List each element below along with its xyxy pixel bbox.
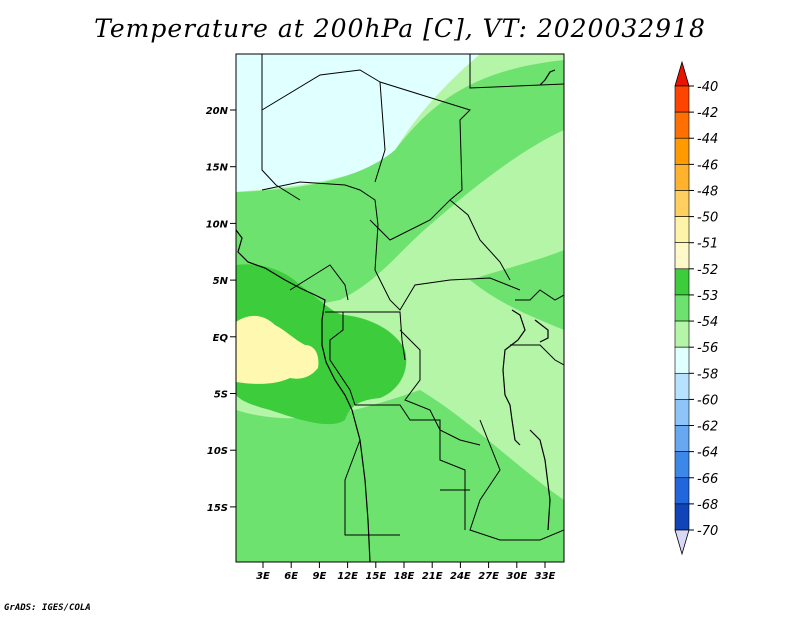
colorbar-label: -53 <box>697 289 718 304</box>
border-line <box>369 199 511 281</box>
field-band-minus52 <box>470 250 564 330</box>
field-band-minus52 <box>236 470 360 562</box>
coastline-lake-victoria <box>534 319 549 343</box>
lon-tick-label: 9E <box>313 571 327 582</box>
colorbar-segment <box>674 85 690 113</box>
border-line <box>344 439 400 536</box>
colorbar-label: -66 <box>697 472 718 487</box>
field-band-minus50 <box>236 315 319 384</box>
colorbar-segment <box>674 425 690 452</box>
colorbar-label: -60 <box>697 393 718 408</box>
colorbar-label: -68 <box>697 498 718 513</box>
colorbar-label: -58 <box>697 367 718 382</box>
colorbar: -40 -42 -44 -46 -48 -50 -51 -52 -53 -54 -56 -58 -60 -… <box>674 60 718 556</box>
grads-credit: GrADS: IGES/COLA <box>4 603 91 613</box>
border-line <box>289 264 349 301</box>
colorbar-label: -50 <box>697 211 718 226</box>
border-line <box>261 181 379 226</box>
colorbar-segment <box>674 477 690 505</box>
colorbar-bottom-arrow <box>674 529 690 556</box>
colorbar-label: -62 <box>697 420 718 435</box>
lon-tick-label: 15E <box>365 571 386 582</box>
border-line <box>379 81 471 201</box>
colorbar-label: -42 <box>697 106 718 121</box>
colorbar-label: -70 <box>697 524 718 539</box>
border-line <box>355 404 466 530</box>
colorbar-top-arrow <box>674 60 690 87</box>
lon-tick-label: 30E <box>506 571 527 582</box>
plot-frame <box>235 53 565 563</box>
border-line <box>510 344 564 366</box>
lat-tick-label: 10N <box>206 219 229 230</box>
field-band-minus51 <box>236 264 407 425</box>
colorbar-label: -48 <box>697 184 718 199</box>
lat-tick-label: EQ <box>213 333 229 344</box>
lon-tick-label: 21E <box>422 571 443 582</box>
lon-tick-label: 6E <box>284 571 298 582</box>
country-borders <box>261 54 564 541</box>
colorbar-segment <box>674 503 690 531</box>
lon-tick-label: 3E <box>256 571 270 582</box>
colorbar-label: -51 <box>697 237 718 252</box>
border-line <box>325 311 406 361</box>
border-line <box>329 312 356 406</box>
colorbar-segment <box>674 320 690 348</box>
colorbar-segment <box>674 164 690 191</box>
field-band-minus52 <box>236 60 564 320</box>
colorbar-label: -44 <box>697 132 718 147</box>
lon-tick-label: 24E <box>450 571 471 582</box>
border-line <box>399 329 481 446</box>
lat-tick-label: 15N <box>206 163 229 174</box>
colorbar-label: -52 <box>697 263 718 278</box>
lon-tick-label: 18E <box>394 571 415 582</box>
colorbar-segment <box>674 137 690 165</box>
coastline-ne <box>539 69 556 86</box>
colorbar-segment <box>674 242 690 270</box>
field-band-minus52 <box>236 390 564 562</box>
colorbar-label: -54 <box>697 315 718 330</box>
colorbar-segment <box>674 451 690 479</box>
lon-tick-label: 12E <box>337 571 358 582</box>
colorbar-segment <box>674 111 690 139</box>
coastline-west <box>236 229 371 562</box>
coastline-lakes <box>502 309 526 446</box>
border-line <box>469 54 564 89</box>
coastlines <box>236 69 556 562</box>
colorbar-label: -56 <box>697 341 718 356</box>
border-line <box>261 69 386 183</box>
colorbar-segment <box>674 216 690 244</box>
colorbar-segment <box>674 399 690 426</box>
lat-tick-label: 15S <box>207 503 228 514</box>
lat-tick-label: 20N <box>206 106 229 117</box>
border-line <box>261 54 301 201</box>
colorbar-segment <box>674 294 690 322</box>
colorbar-segment <box>674 190 690 217</box>
colorbar-label: -64 <box>697 446 718 461</box>
lon-tick-label: 27E <box>478 571 499 582</box>
temperature-field <box>236 54 564 562</box>
lat-tick-label: 5N <box>213 276 229 287</box>
colorbar-segment <box>674 268 690 296</box>
coastline-lake-malawi <box>529 429 551 531</box>
latitude-axis: 20N 15N 10N 5N EQ 5S 10S 15S <box>206 106 236 514</box>
border-line <box>469 419 564 541</box>
lon-tick-label: 33E <box>535 571 556 582</box>
colorbar-label: -46 <box>697 158 718 173</box>
colorbar-segment <box>674 346 690 374</box>
lat-tick-label: 10S <box>207 446 228 457</box>
colorbar-segment <box>674 372 690 400</box>
colorbar-label: -40 <box>697 80 718 95</box>
lat-tick-label: 5S <box>214 390 228 401</box>
map-title: Temperature at 200hPa [C], VT: 202003291… <box>94 14 706 43</box>
longitude-axis: 3E 6E 9E 12E 15E 18E 21E 24E 27E 30E 33E <box>256 562 556 582</box>
border-line <box>374 224 521 311</box>
border-line <box>515 289 564 301</box>
